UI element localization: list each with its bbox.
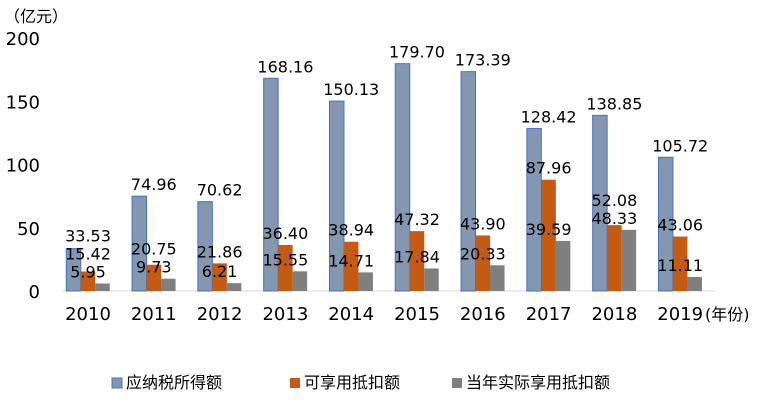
data-label: 168.16 xyxy=(257,57,313,76)
x-tick-label: 2013 xyxy=(262,304,308,325)
x-tick-label: 2019 xyxy=(657,304,703,325)
data-label: 17.84 xyxy=(394,247,440,266)
bar-0-2010 xyxy=(65,248,82,292)
bar-2-2012 xyxy=(226,283,242,291)
data-label: 15.55 xyxy=(262,250,308,269)
data-label: 179.70 xyxy=(389,43,445,62)
y-tick-label: 0 xyxy=(29,282,40,303)
bar-2-2019 xyxy=(687,276,702,291)
bar-0-2011 xyxy=(131,195,148,292)
bar-1-2015 xyxy=(409,231,425,291)
bar-2-2017 xyxy=(555,240,571,291)
bar-0-2019 xyxy=(657,156,674,292)
data-label: 150.13 xyxy=(323,80,379,99)
data-label: 20.33 xyxy=(460,244,506,263)
data-label: 21.86 xyxy=(197,242,243,261)
x-tick-label: 2017 xyxy=(526,304,572,325)
data-label: 36.40 xyxy=(262,224,308,243)
bar-1-2013 xyxy=(278,244,293,291)
y-tick-label: 50 xyxy=(17,219,40,240)
data-label: 173.39 xyxy=(455,51,511,70)
bar-0-2018 xyxy=(592,114,608,292)
data-label: 9.73 xyxy=(136,258,172,277)
legend-swatch-0 xyxy=(111,377,123,389)
legend-swatch-1 xyxy=(290,378,300,388)
data-label: 20.75 xyxy=(131,240,177,259)
data-label: 39.59 xyxy=(526,220,572,239)
data-label: 6.21 xyxy=(202,262,238,281)
data-label: 11.11 xyxy=(657,256,703,275)
bar-0-2014 xyxy=(328,100,345,292)
data-label: 43.06 xyxy=(657,216,703,235)
legend-label-1: 可享用抵扣额 xyxy=(304,373,400,392)
bar-0-2013 xyxy=(263,77,279,292)
x-tick-label: 2010 xyxy=(65,304,111,325)
bar-1-2019 xyxy=(672,236,688,291)
data-label: 48.33 xyxy=(591,209,637,228)
data-label: 33.53 xyxy=(65,226,111,245)
legend: 应纳税所得额 可享用抵扣额 当年实际享用抵扣额 xyxy=(111,373,610,392)
data-label: 70.62 xyxy=(197,181,243,200)
bar-2-2016 xyxy=(490,265,505,291)
data-label: 105.72 xyxy=(652,136,708,155)
y-tick-label: 150 xyxy=(6,92,40,113)
bar-1-2014 xyxy=(343,241,359,291)
bar-1-2010 xyxy=(80,271,96,291)
data-label: 87.96 xyxy=(526,159,572,178)
bar-1-2016 xyxy=(475,235,491,291)
bar-1-2011 xyxy=(146,264,162,291)
data-label: 15.42 xyxy=(65,244,111,263)
y-tick-label: 100 xyxy=(6,156,40,177)
legend-swatch-2 xyxy=(452,378,462,388)
bar-0-2012 xyxy=(197,201,213,292)
bars xyxy=(65,63,702,292)
x-unit-label: (年份) xyxy=(705,305,750,324)
bar-2-2015 xyxy=(424,268,439,291)
bar-1-2012 xyxy=(212,263,227,291)
x-tick-label: 2014 xyxy=(328,304,374,325)
x-tick-label: 2011 xyxy=(131,304,177,325)
y-axis: 0 50 100 150 200 xyxy=(6,29,40,303)
y-unit-label: （亿元） xyxy=(4,7,68,26)
x-tick-label: 2012 xyxy=(197,304,243,325)
x-tick-label: 2016 xyxy=(460,304,506,325)
data-label: 38.94 xyxy=(328,221,374,240)
x-tick-label: 2015 xyxy=(394,304,440,325)
bar-2-2011 xyxy=(161,278,176,291)
bar-2-2014 xyxy=(358,272,373,291)
bar-2-2018 xyxy=(621,229,637,291)
y-tick-label: 200 xyxy=(6,29,40,50)
data-label: 5.95 xyxy=(70,262,106,281)
data-label: 47.32 xyxy=(394,210,440,229)
bar-2-2013 xyxy=(292,271,308,291)
bar-0-2017 xyxy=(526,128,542,292)
data-label: 138.85 xyxy=(586,94,642,113)
data-label: 52.08 xyxy=(591,191,637,210)
data-label: 14.71 xyxy=(328,251,374,270)
data-label: 43.90 xyxy=(460,214,506,233)
x-axis: 2010 2011 2012 2013 2014 2015 2016 2017 2018 2019… xyxy=(65,304,749,325)
bar-1-2018 xyxy=(607,225,622,291)
bar-1-2017 xyxy=(541,179,556,291)
bar-0-2015 xyxy=(394,63,411,292)
bar-2-2010 xyxy=(95,283,110,291)
data-label: 74.96 xyxy=(131,175,177,194)
x-tick-label: 2018 xyxy=(591,304,637,325)
legend-label-0: 应纳税所得额 xyxy=(126,373,222,392)
bar-0-2016 xyxy=(460,71,477,292)
legend-label-2: 当年实际享用抵扣额 xyxy=(466,373,610,392)
data-label: 128.42 xyxy=(521,108,577,127)
